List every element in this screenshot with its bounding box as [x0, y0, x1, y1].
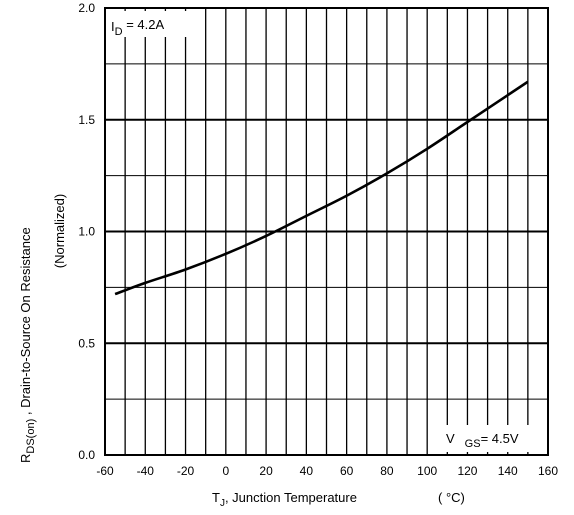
x-tick-label: 160	[538, 464, 558, 478]
y-axis-label-sub: DS(on)	[25, 419, 37, 454]
x-tick-label: -20	[177, 464, 195, 478]
y-tick-label: 1.0	[78, 225, 95, 239]
y-tick-labels: 0.0 0.5 1.0 1.5 2.0	[78, 1, 95, 462]
x-axis-label-main: T	[212, 490, 220, 505]
id-annotation-value: = 4.2A	[123, 17, 165, 32]
vgs-annotation-value: = 4.5V	[481, 431, 519, 446]
x-tick-label: 100	[417, 464, 437, 478]
vgs-annotation-sub: GS	[465, 438, 481, 450]
x-axis-label: TJ, Junction Temperature	[212, 490, 357, 509]
y-axis-label: RDS(on) , Drain-to-Source On Resistance	[18, 227, 37, 463]
y-axis-label-main: R	[18, 454, 33, 463]
series-group	[114, 80, 529, 296]
x-tick-label: 80	[380, 464, 394, 478]
x-tick-label: 60	[340, 464, 354, 478]
id-annotation-sub: D	[115, 26, 123, 38]
vgs-annotation-main: V	[446, 431, 455, 446]
id-annotation: ID = 4.2A	[111, 17, 164, 38]
y-tick-label: 0.0	[78, 448, 95, 462]
x-tick-label: 20	[259, 464, 273, 478]
x-axis-label-sub: J	[220, 498, 225, 509]
y-axis-label-line2: (Normalized)	[52, 194, 67, 268]
y-axis-label-text: , Drain-to-Source On Resistance	[18, 227, 33, 418]
x-tick-label: -40	[137, 464, 155, 478]
x-axis-unit: ( °C)	[438, 490, 465, 505]
x-tick-label: 0	[222, 464, 229, 478]
x-tick-label: -60	[96, 464, 114, 478]
y-tick-label: 0.5	[78, 336, 95, 350]
y-tick-label: 2.0	[78, 1, 95, 15]
x-tick-label: 140	[498, 464, 518, 478]
plot-frame	[104, 7, 549, 456]
series-line	[114, 80, 529, 296]
id-annotation-box	[108, 11, 192, 37]
x-axis-label-text: , Junction Temperature	[225, 490, 357, 505]
grid	[105, 8, 548, 455]
x-tick-labels: -60 -40 -20 0 20 40 60 80 100 120 140 160	[96, 464, 558, 478]
vgs-annotation-box	[442, 425, 546, 452]
x-tick-label: 120	[457, 464, 477, 478]
id-annotation-main: I	[111, 19, 115, 34]
y-tick-label: 1.5	[78, 113, 95, 127]
x-tick-label: 40	[300, 464, 314, 478]
vgs-annotation: V GS= 4.5V	[446, 431, 519, 450]
